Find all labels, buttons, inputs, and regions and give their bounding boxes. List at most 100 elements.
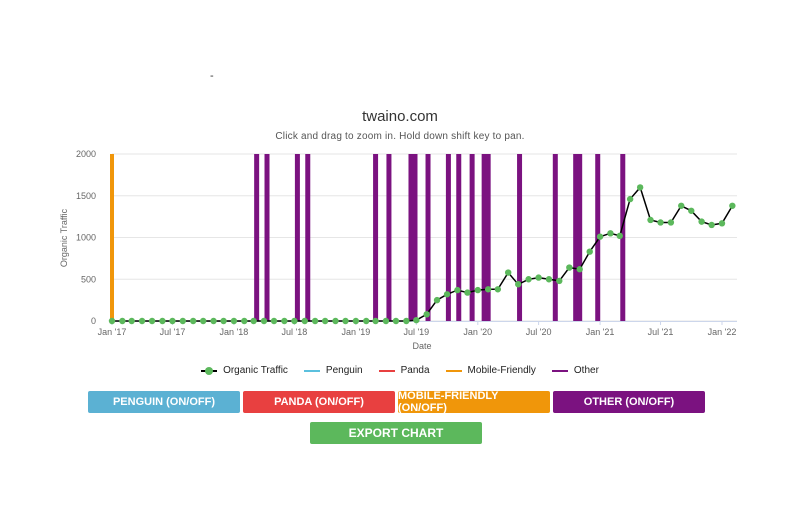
chart-title: twaino.com [362, 108, 438, 125]
data-point[interactable] [403, 317, 410, 325]
data-point[interactable] [729, 202, 736, 209]
data-point[interactable] [616, 232, 623, 240]
data-point[interactable] [515, 281, 522, 288]
x-tick-label: Jul '21 [648, 327, 674, 337]
data-point[interactable] [148, 317, 156, 325]
band-other [425, 154, 431, 321]
data-point[interactable] [718, 220, 726, 227]
series-organic-traffic [112, 185, 734, 322]
x-tick-label: Jan '20 [463, 327, 492, 337]
band-other [412, 154, 418, 321]
data-point[interactable] [494, 286, 502, 293]
legend-item-panda[interactable]: Panda [378, 365, 430, 376]
data-point[interactable] [159, 317, 166, 325]
data-point[interactable] [525, 276, 532, 283]
organic-traffic-line [112, 185, 734, 322]
x-tick-label: Jan '18 [220, 327, 249, 337]
legend-item-other[interactable]: Other [551, 365, 599, 376]
y-tick-label: 0 [91, 316, 96, 326]
data-point[interactable] [535, 274, 542, 281]
x-axis-label: Date [412, 341, 431, 351]
legend-item-organic-traffic[interactable]: Organic Traffic [201, 365, 288, 376]
data-point[interactable] [504, 269, 512, 276]
band-other [469, 154, 475, 321]
data-point[interactable] [698, 218, 705, 225]
data-point[interactable] [199, 317, 207, 325]
data-point[interactable] [342, 317, 349, 325]
data-point[interactable] [138, 317, 146, 325]
data-point[interactable] [179, 317, 187, 325]
data-point[interactable] [413, 316, 420, 324]
data-point[interactable] [382, 317, 390, 325]
data-point[interactable] [270, 317, 278, 325]
band-other [577, 154, 583, 321]
data-point[interactable] [647, 216, 654, 224]
data-point[interactable] [433, 296, 441, 304]
band-other [552, 154, 558, 321]
data-point[interactable] [352, 317, 360, 325]
y-tick-label: 1000 [76, 233, 96, 243]
band-other [573, 154, 579, 321]
export-chart-button[interactable]: EXPORT CHART [310, 422, 482, 444]
data-point[interactable] [260, 317, 268, 325]
legend-label: Organic Traffic [223, 365, 288, 376]
x-tick-label: Jul '19 [403, 327, 429, 337]
data-point[interactable] [332, 317, 339, 325]
data-point[interactable] [281, 317, 288, 325]
panda-toggle-button[interactable]: PANDA (ON/OFF) [243, 391, 395, 413]
data-point[interactable] [708, 221, 715, 229]
data-point[interactable] [108, 317, 116, 325]
data-point[interactable] [363, 317, 370, 325]
data-point[interactable] [392, 317, 400, 325]
data-point[interactable] [556, 277, 563, 285]
legend-item-penguin[interactable]: Penguin [303, 365, 363, 376]
data-point[interactable] [423, 311, 430, 318]
data-point[interactable] [657, 219, 664, 226]
other-toggle-button[interactable]: OTHER (ON/OFF) [553, 391, 705, 413]
penguin-toggle-button[interactable]: PENGUIN (ON/OFF) [88, 391, 240, 413]
x-tick-label: Jan '17 [98, 327, 127, 337]
legend-item-mobile-friendly[interactable]: Mobile-Friendly [445, 365, 536, 376]
data-point[interactable] [128, 317, 135, 325]
gridlines [112, 153, 737, 322]
data-point[interactable] [474, 286, 481, 294]
data-point[interactable] [443, 291, 451, 298]
band-other [517, 154, 523, 321]
mobile-friendly-toggle-button[interactable]: MOBILE-FRIENDLY (ON/OFF) [398, 390, 550, 414]
data-point[interactable] [667, 219, 675, 226]
data-point[interactable] [189, 317, 197, 325]
data-point[interactable] [566, 264, 573, 271]
band-other [386, 154, 392, 321]
data-point[interactable] [688, 207, 695, 214]
data-point[interactable] [230, 317, 238, 325]
data-point[interactable] [607, 230, 614, 237]
band-other [264, 154, 270, 321]
chart-area[interactable]: 0 500 1000 1500 2000 Jan '17 Jul '17 Jan '18 Jul… [0, 0, 800, 360]
data-point[interactable] [372, 317, 379, 325]
header-dash: - [210, 70, 214, 82]
points[interactable] [108, 184, 736, 325]
data-point[interactable] [636, 184, 644, 191]
data-point[interactable] [626, 195, 634, 203]
data-point[interactable] [169, 317, 176, 325]
data-point[interactable] [321, 317, 329, 325]
data-point[interactable] [311, 317, 319, 325]
data-point[interactable] [545, 276, 553, 283]
data-point[interactable] [576, 266, 583, 273]
data-point[interactable] [596, 233, 604, 240]
data-point[interactable] [586, 248, 593, 255]
x-tick-label: Jul '18 [282, 327, 308, 337]
data-point[interactable] [119, 317, 126, 325]
band-other [294, 154, 300, 321]
data-point[interactable] [241, 317, 248, 325]
data-point[interactable] [484, 286, 492, 293]
data-point[interactable] [210, 317, 217, 325]
data-point[interactable] [678, 202, 685, 209]
data-point[interactable] [220, 317, 227, 325]
data-point[interactable] [301, 317, 308, 325]
data-point[interactable] [454, 286, 461, 294]
data-point[interactable] [464, 289, 471, 296]
data-point[interactable] [291, 317, 298, 325]
data-point[interactable] [250, 317, 257, 325]
band-other [408, 154, 414, 321]
